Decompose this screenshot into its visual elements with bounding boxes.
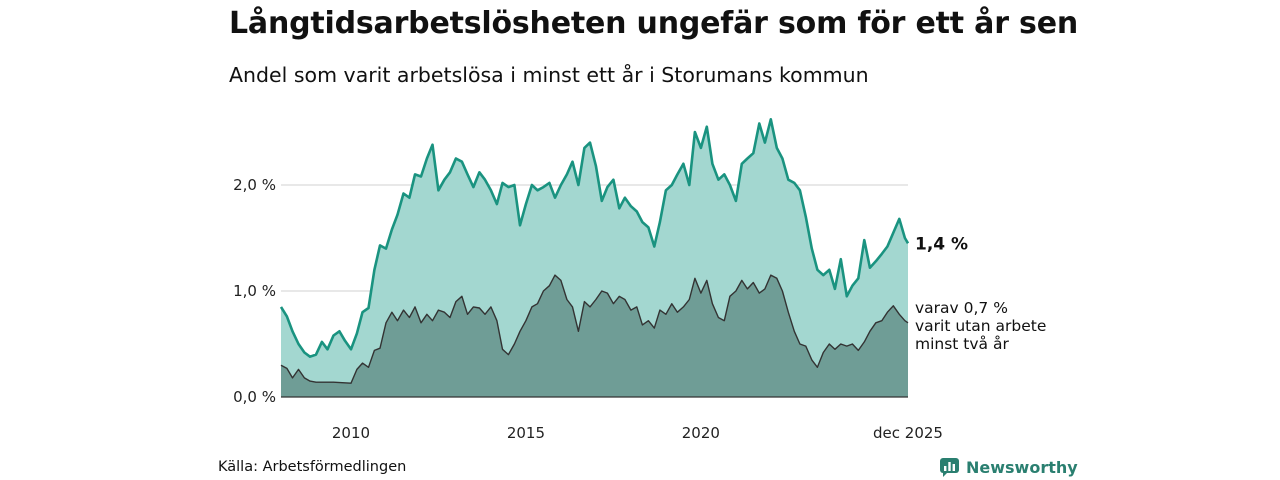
two-year-area: [281, 275, 908, 397]
total-end-label: 1,4 %: [915, 234, 968, 254]
two-year-line: [280, 274, 909, 384]
y-tick-labels: 0,0 % 1,0 % 2,0 %: [233, 176, 276, 406]
x-tick-label: 2015: [507, 424, 545, 442]
y-tick-label: 1,0 %: [233, 282, 276, 300]
newsworthy-icon: [940, 457, 959, 477]
chart-title: Långtidsarbetslösheten ungefär som för e…: [229, 6, 1079, 41]
brand-name: Newsworthy: [966, 457, 1078, 477]
two-year-label-line-2: varit utan arbete: [915, 317, 1046, 335]
x-tick-label: 2020: [682, 424, 720, 442]
x-tick-label: dec 2025: [873, 424, 943, 442]
two-year-label-line-1: varav 0,7 %: [915, 299, 1008, 317]
x-tick-label: 2010: [332, 424, 370, 442]
source-note: Källa: Arbetsförmedlingen: [218, 459, 407, 475]
y-tick-label: 2,0 %: [233, 176, 276, 194]
brand-logo[interactable]: Newsworthy: [940, 456, 1078, 478]
x-tick-labels: 2010 2015 2020 dec 2025: [332, 424, 943, 442]
y-tick-label: 0,0 %: [233, 388, 276, 406]
total-line: [279, 118, 910, 358]
two-year-label-line-3: minst två år: [915, 335, 1009, 353]
chart-subtitle: Andel som varit arbetslösa i minst ett å…: [229, 63, 869, 87]
